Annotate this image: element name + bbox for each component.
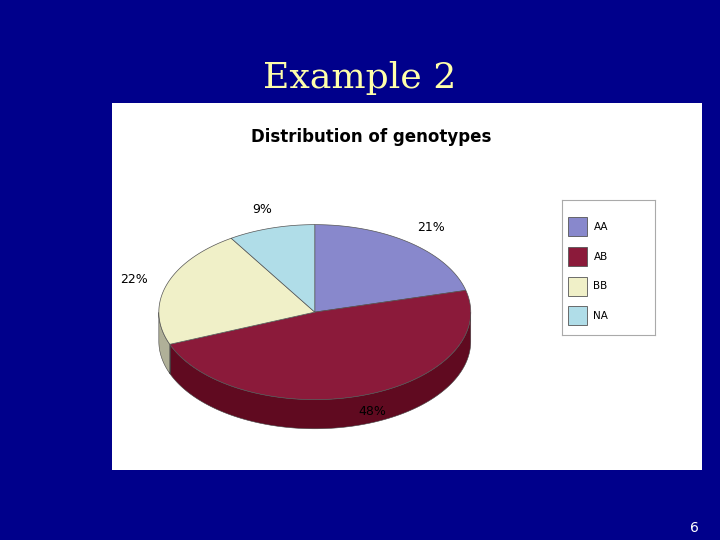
Polygon shape (159, 312, 170, 374)
Text: 9%: 9% (252, 203, 271, 216)
Text: 48%: 48% (359, 406, 387, 419)
Text: 6: 6 (690, 521, 698, 535)
Bar (568, 307, 587, 325)
Text: Distribution of genotypes: Distribution of genotypes (251, 129, 492, 146)
Text: 21%: 21% (418, 221, 445, 234)
Text: BB: BB (593, 281, 608, 291)
Text: AA: AA (593, 222, 608, 232)
Text: NA: NA (593, 311, 608, 321)
Text: Example 2: Example 2 (264, 62, 456, 95)
Polygon shape (159, 238, 315, 345)
Polygon shape (231, 225, 315, 312)
Polygon shape (315, 225, 466, 312)
Polygon shape (170, 312, 471, 429)
Bar (568, 276, 587, 296)
Text: AB: AB (593, 252, 608, 261)
Bar (568, 217, 587, 237)
Polygon shape (170, 291, 471, 400)
Bar (568, 247, 587, 266)
Text: 22%: 22% (120, 273, 148, 286)
